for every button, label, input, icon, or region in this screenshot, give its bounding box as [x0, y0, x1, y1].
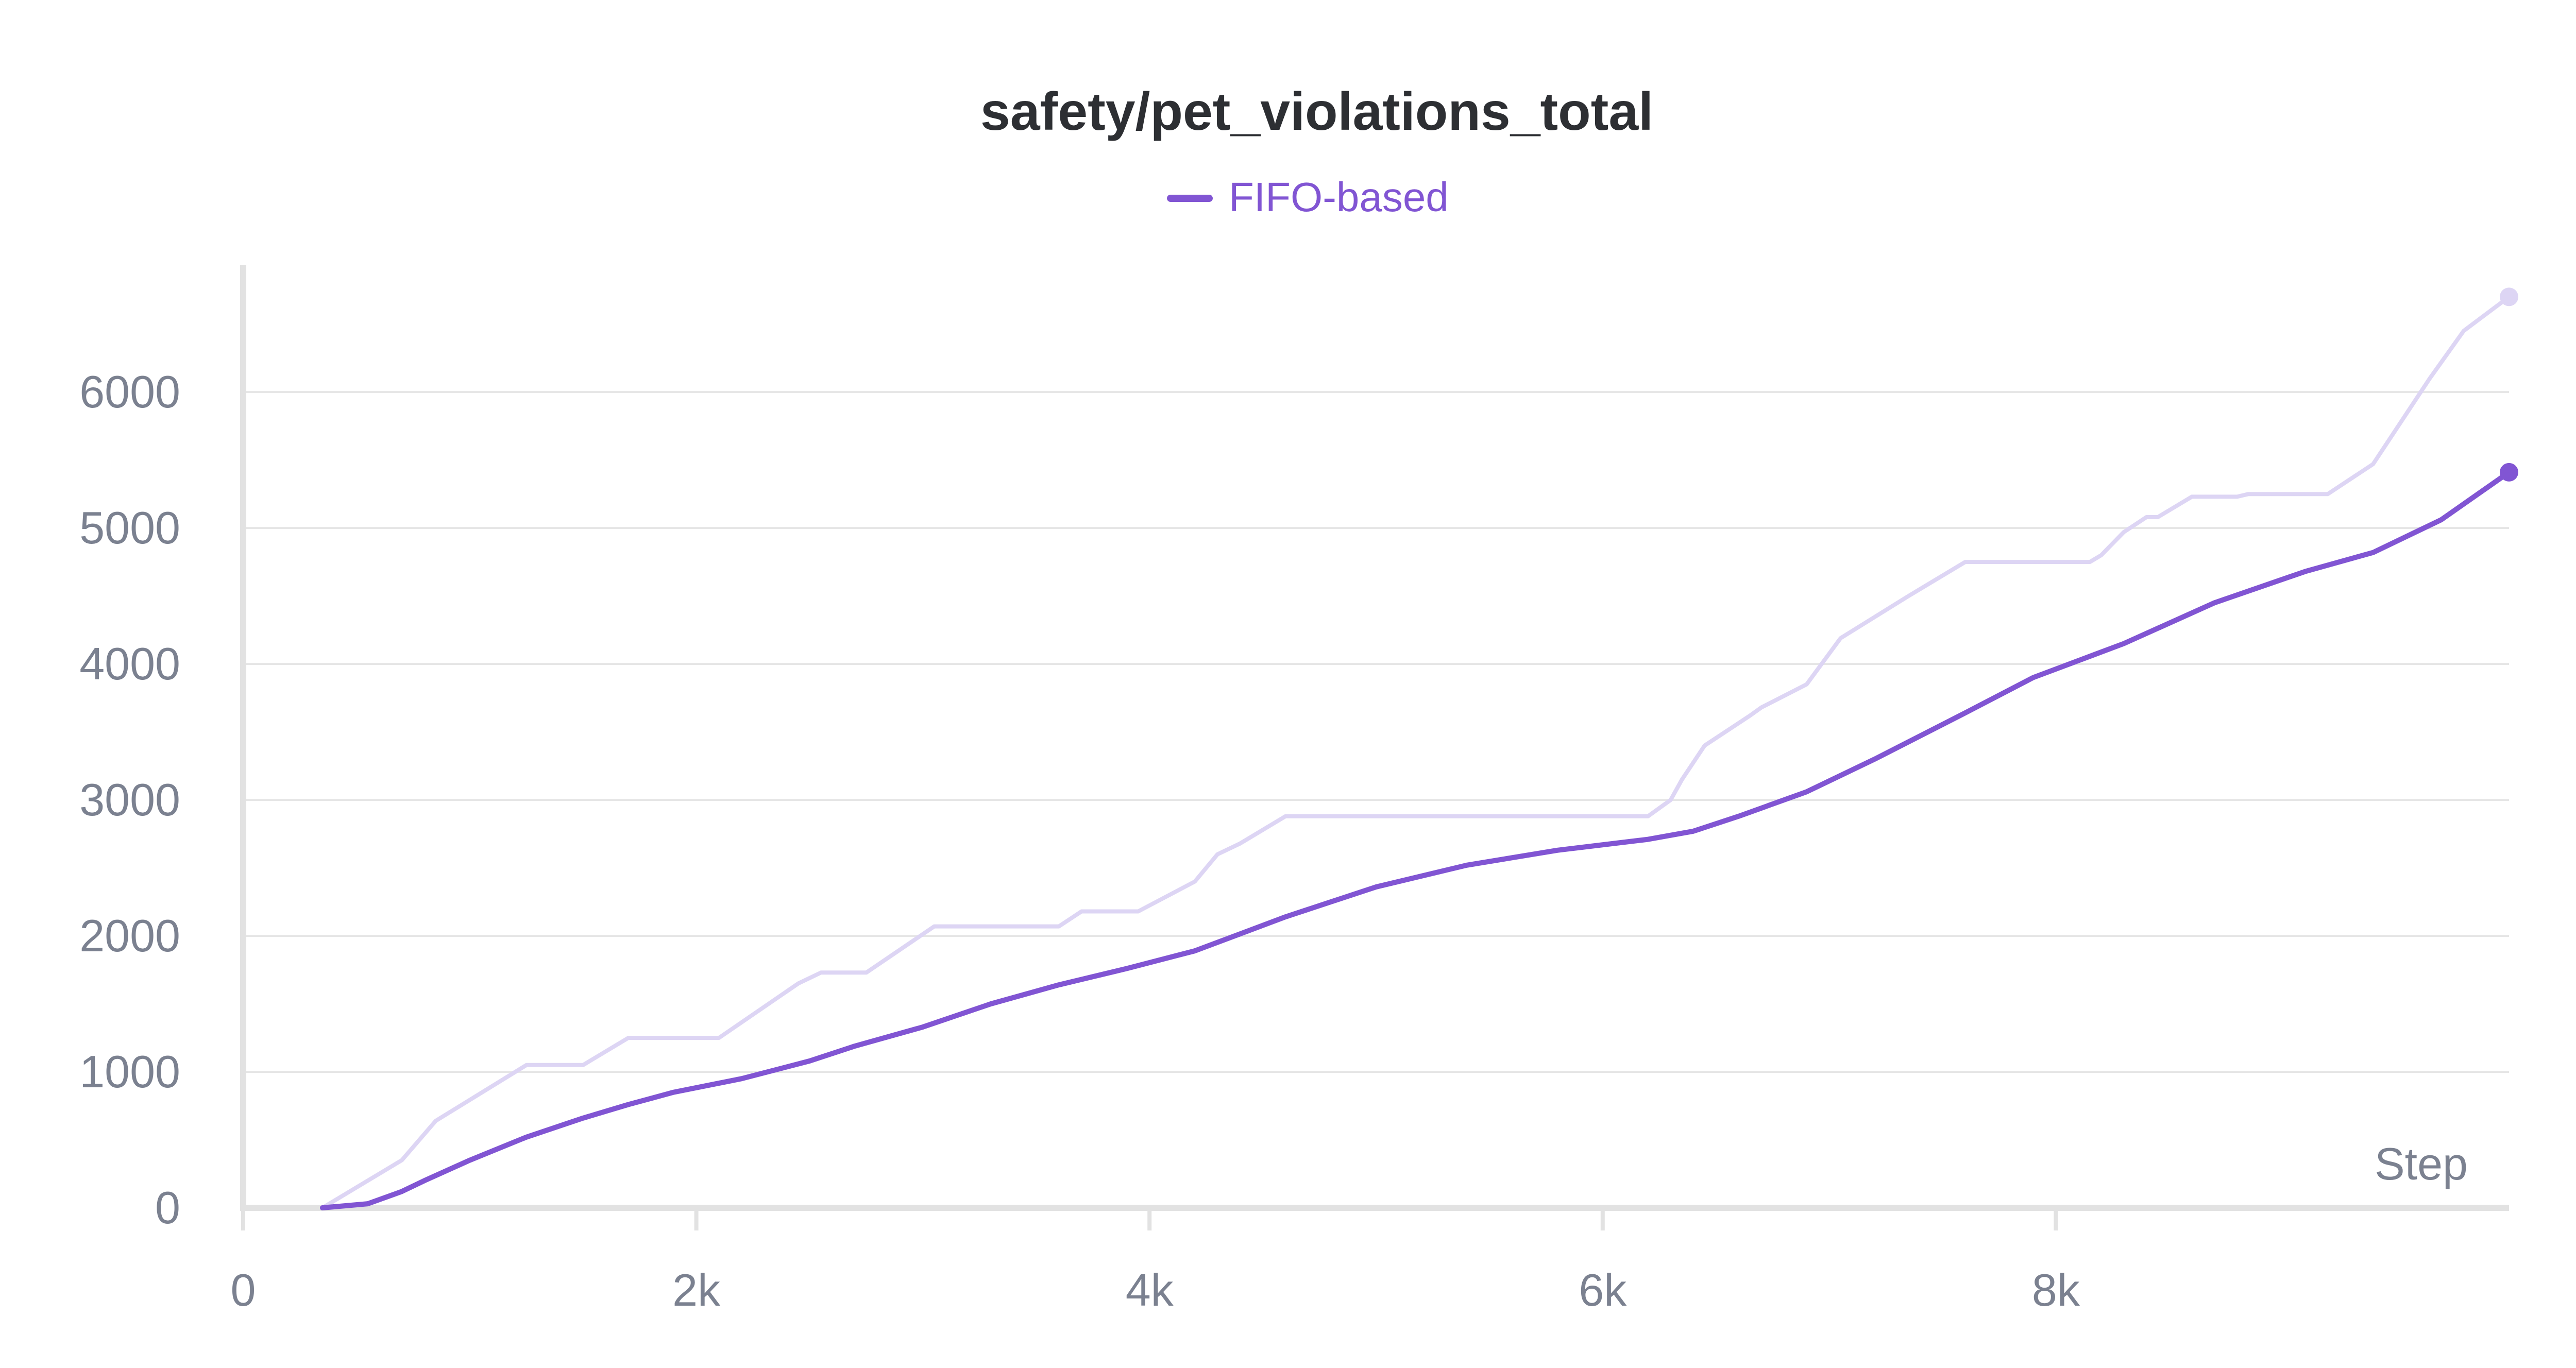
smoothed-series-endpoint[interactable]	[2500, 463, 2518, 482]
legend[interactable]: FIFO-based	[1167, 174, 1449, 220]
y-tick-label: 0	[155, 1182, 180, 1233]
raw-series-line[interactable]	[320, 295, 2511, 1210]
x-tick-label: 2k	[672, 1264, 721, 1315]
x-axis-label: Step	[2375, 1138, 2468, 1189]
y-tick-label: 1000	[79, 1046, 180, 1097]
smoothed-series-line[interactable]	[319, 469, 2512, 1210]
raw-series-endpoint[interactable]	[2500, 287, 2518, 306]
y-tick-label: 4000	[79, 638, 180, 689]
series-layer[interactable]	[319, 287, 2518, 1210]
x-tick-label: 8k	[2032, 1264, 2080, 1315]
y-tick-label: 6000	[79, 366, 180, 417]
y-tick-label: 2000	[79, 910, 180, 961]
chart-title: safety/pet_violations_total	[980, 82, 1653, 142]
y-tick-label: 5000	[79, 502, 180, 553]
y-tick-label: 3000	[79, 774, 180, 825]
tick-labels: 0 1000 2000 3000 4000 5000 6000 0 2k 4k 6k 8k	[79, 366, 2080, 1315]
axes	[240, 265, 2509, 1230]
legend-label: FIFO-based	[1229, 174, 1449, 220]
x-tick-label: 6k	[1579, 1264, 1627, 1315]
gridlines	[243, 391, 2509, 1073]
x-tick-label: 0	[231, 1264, 256, 1315]
x-tick-label: 4k	[1126, 1264, 1174, 1315]
